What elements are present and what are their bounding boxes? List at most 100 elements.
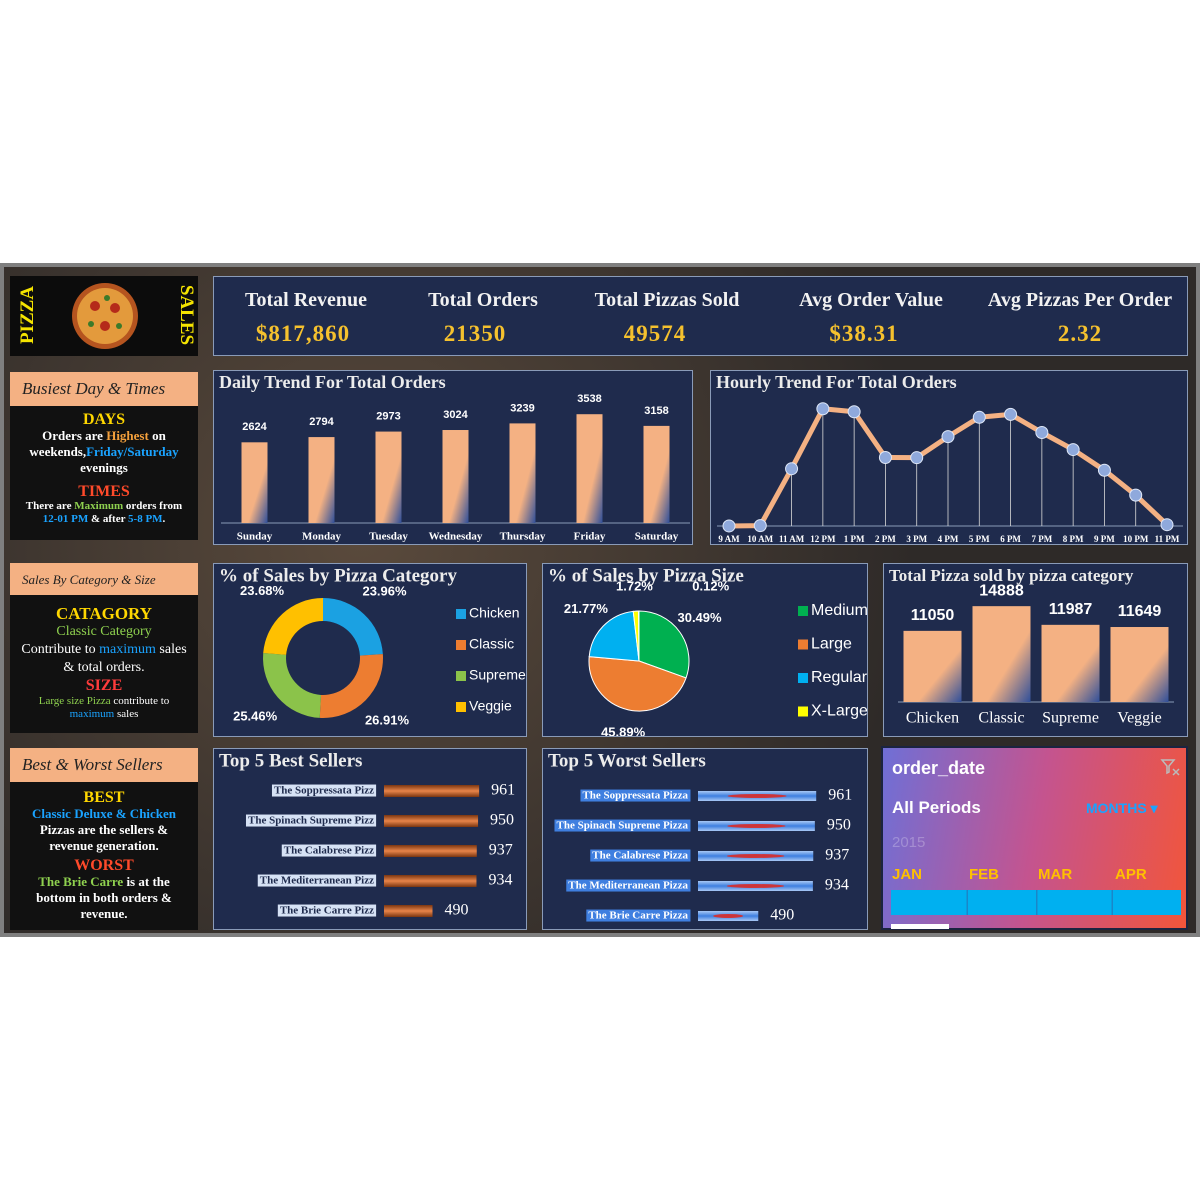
text: The Brie Carre xyxy=(38,874,124,889)
slicer-level-dropdown[interactable]: MONTHS ▾ xyxy=(1086,800,1158,816)
y-tick-label: The Spinach Supreme Pizza xyxy=(556,820,688,832)
x-tick-label: 12 PM xyxy=(810,534,836,544)
text: There are xyxy=(25,500,75,512)
label-background xyxy=(586,909,691,922)
x-tick-label: Chicken xyxy=(906,710,959,727)
logo-left-text: PIZZA xyxy=(17,285,38,345)
point xyxy=(847,405,861,419)
topping xyxy=(110,303,120,313)
legend-swatch xyxy=(798,639,808,650)
legend-swatch xyxy=(456,671,466,681)
y-tick-label: The Mediterranean Pizza xyxy=(568,880,688,892)
clear-filter-button[interactable] xyxy=(1159,756,1181,778)
x-tick-label: Tuesday xyxy=(369,531,408,543)
data-label: 45.89% xyxy=(601,725,646,737)
data-label: 14888 xyxy=(979,582,1024,599)
label-background xyxy=(590,849,691,862)
note-body: DAYS Orders are Highest on weekends,Frid… xyxy=(10,406,198,540)
text: Classic Deluxe & Chicken xyxy=(31,806,177,821)
point xyxy=(816,402,830,416)
data-label: 490 xyxy=(445,902,469,919)
chart-title: Top 5 Worst Sellers xyxy=(548,750,706,771)
text: Contribute to xyxy=(21,642,100,657)
size-pie-chart: % of Sales by Pizza Size 30.49% Medium 45.8… xyxy=(542,563,868,737)
pizza-cheese xyxy=(77,288,133,344)
chart-title: Top 5 Best Sellers xyxy=(219,750,362,771)
slice xyxy=(263,653,321,718)
x-tick-label: 10 PM xyxy=(1123,534,1149,544)
slicer-timeline[interactable] xyxy=(891,890,1181,915)
chart-title: % of Sales by Pizza Category xyxy=(219,565,457,586)
label-background xyxy=(554,819,691,832)
note-heading: TIMES xyxy=(78,483,130,500)
data-label: 3239 xyxy=(510,402,534,414)
text: Maximum xyxy=(74,500,124,512)
point xyxy=(1035,426,1049,440)
text: 5-8 PM xyxy=(128,513,163,525)
kpi-label: Total Pizzas Sold xyxy=(594,289,740,311)
data-label: 934 xyxy=(825,877,849,894)
label-background xyxy=(257,874,377,887)
bar xyxy=(384,845,477,857)
label-background xyxy=(277,904,377,917)
text: & after xyxy=(88,513,129,525)
data-label: 490 xyxy=(770,907,794,924)
text: Friday/Saturday xyxy=(86,444,179,459)
slicer-month[interactable]: FEB xyxy=(969,866,999,883)
note-heading: DAYS xyxy=(82,411,126,428)
note-heading: CATAGORY xyxy=(55,604,153,623)
bar xyxy=(384,905,433,917)
x-tick-label: Sunday xyxy=(237,531,273,543)
text: evenings xyxy=(80,460,128,475)
bar xyxy=(308,437,335,523)
y-tick-label: The Mediterranean Pizz xyxy=(260,875,374,887)
text: contribute to xyxy=(110,695,170,707)
x-tick-label: 6 PM xyxy=(1000,534,1021,544)
note-heading: SIZE xyxy=(85,677,123,694)
slicer-month[interactable]: JAN xyxy=(892,866,923,883)
note-text: Orders are Highest on weekends,Friday/Sa… xyxy=(18,428,190,476)
kpi-label: Total Orders xyxy=(428,289,538,311)
slicer-month[interactable]: MAR xyxy=(1038,866,1073,883)
point xyxy=(878,450,892,464)
data-label: 21.77% xyxy=(564,601,609,616)
x-tick-label: 2 PM xyxy=(875,534,896,544)
note-text: There are Maximum orders from 12-01 PM &… xyxy=(18,500,190,526)
kpi-value: 2.32 xyxy=(1057,321,1103,346)
note-heading: WORST xyxy=(74,857,134,874)
kpi-value: 21350 xyxy=(443,321,507,346)
slicer-level[interactable]: MONTHS xyxy=(1086,800,1147,816)
text: sales & total orders. xyxy=(63,642,187,675)
point xyxy=(1066,443,1080,457)
slicer-scrollbar[interactable] xyxy=(891,924,949,929)
chart-title: Daily Trend For Total Orders xyxy=(219,372,446,392)
data-label: 950 xyxy=(827,817,851,834)
x-tick-label: 7 PM xyxy=(1031,534,1052,544)
text: is at the bottom in both orders & revenu… xyxy=(36,874,172,921)
legend-label: Veggie xyxy=(469,698,512,714)
text: sales xyxy=(114,708,139,720)
data-label: 937 xyxy=(825,847,849,864)
note-category-size: Sales By Category & Size CATAGORY Classi… xyxy=(10,563,198,733)
x-tick-label: 1 PM xyxy=(844,534,865,544)
slice xyxy=(588,656,687,712)
legend-swatch xyxy=(456,702,466,712)
data-label: 25.46% xyxy=(233,709,278,724)
slicer-month[interactable]: APR xyxy=(1115,866,1147,883)
slicer-period[interactable]: All Periods xyxy=(892,798,981,817)
legend-label: Supreme xyxy=(469,667,526,683)
data-label: 3538 xyxy=(577,393,601,405)
x-tick-label: Monday xyxy=(302,531,342,543)
data-label: 934 xyxy=(488,872,512,889)
legend-label: Chicken xyxy=(469,605,520,621)
legend-label: Classic xyxy=(469,636,514,652)
best-sellers-chart: Top 5 Best Sellers 961 The Soppressata Piz… xyxy=(213,748,527,930)
data-label: 23.68% xyxy=(240,583,285,598)
note-text: Large size Pizza contribute to maximum s… xyxy=(18,695,190,721)
text: . xyxy=(162,513,166,525)
bar-glow xyxy=(727,824,786,828)
note-body: CATAGORY Classic Category Contribute to … xyxy=(10,595,198,733)
note-body: BEST Classic Deluxe & Chicken Pizzas are… xyxy=(10,782,198,930)
logo: PIZZA SALES xyxy=(10,276,198,356)
